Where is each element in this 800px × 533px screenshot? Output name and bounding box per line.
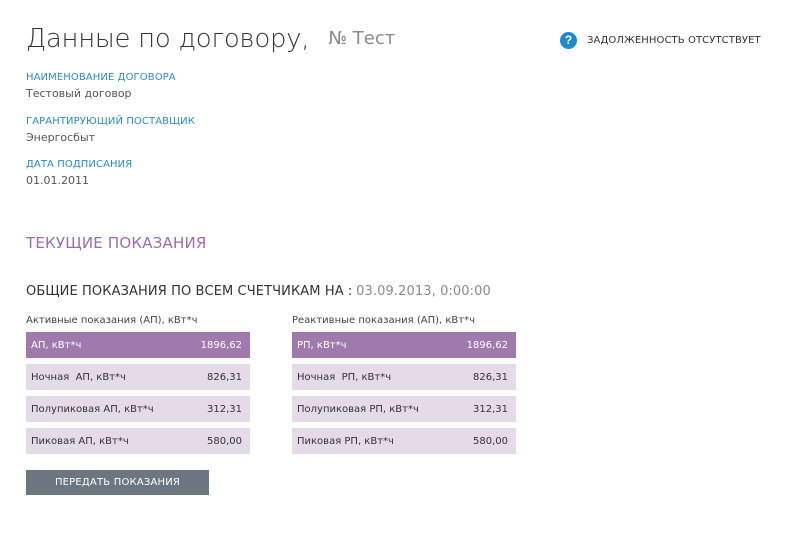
row-label: РП, кВт*ч — [297, 339, 347, 351]
row-label: Ночная АП, кВт*ч — [31, 371, 126, 383]
row-label: Пиковая РП, кВт*ч — [297, 435, 394, 447]
reactive-readings-title: Реактивные показания (АП), кВт*ч — [292, 315, 475, 326]
reactive-total-row: РП, кВт*ч 1896,62 — [292, 332, 516, 358]
reactive-night-row: Ночная РП, кВт*ч 826,31 — [292, 364, 516, 390]
row-label: Полупиковая АП, кВт*ч — [31, 403, 154, 415]
supplier-field: ГАРАНТИРУЮЩИЙ ПОСТАВЩИК Энергосбыт — [26, 115, 195, 144]
row-value: 312,31 — [207, 403, 242, 415]
active-semipeak-row: Полупиковая АП, кВт*ч 312,31 — [26, 396, 250, 422]
reactive-semipeak-row: Полупиковая РП, кВт*ч 312,31 — [292, 396, 516, 422]
row-value: 1896,62 — [200, 339, 242, 351]
reactive-readings-column: Реактивные показания (АП), кВт*ч РП, кВт… — [292, 315, 516, 460]
question-icon[interactable]: ? — [560, 32, 577, 49]
row-value: 312,31 — [473, 403, 508, 415]
row-label: Ночная РП, кВт*ч — [297, 371, 392, 383]
submit-readings-button[interactable]: ПЕРЕДАТЬ ПОКАЗАНИЯ — [26, 470, 209, 495]
row-label: Полупиковая РП, кВт*ч — [297, 403, 419, 415]
signing-date-label: ДАТА ПОДПИСАНИЯ — [26, 159, 133, 170]
debt-status: ? ЗАДОЛЖЕННОСТЬ ОТСУТСТВУЕТ — [560, 32, 761, 49]
row-label: АП, кВт*ч — [31, 339, 82, 351]
contract-name-field: НАИМЕНОВАНИЕ ДОГОВОРА Тестовый договор — [26, 71, 176, 100]
contract-name-label: НАИМЕНОВАНИЕ ДОГОВОРА — [26, 72, 176, 83]
supplier-value: Энергосбыт — [26, 131, 96, 144]
total-readings-separator: : — [347, 284, 353, 299]
row-value: 580,00 — [207, 435, 242, 447]
page-header: Данные по договору, № Тест — [26, 24, 395, 54]
page-title: Данные по договору, — [26, 24, 310, 54]
signing-date-value: 01.01.2011 — [26, 174, 89, 187]
active-night-row: Ночная АП, кВт*ч 826,31 — [26, 364, 250, 390]
debt-status-text: ЗАДОЛЖЕННОСТЬ ОТСУТСТВУЕТ — [587, 35, 761, 46]
reactive-peak-row: Пиковая РП, кВт*ч 580,00 — [292, 428, 516, 454]
row-value: 826,31 — [207, 371, 242, 383]
total-readings-date: 03.09.2013, 0:00:00 — [356, 284, 491, 299]
signing-date-field: ДАТА ПОДПИСАНИЯ 01.01.2011 — [26, 158, 132, 187]
total-readings-heading: ОБЩИЕ ПОКАЗАНИЯ ПО ВСЕМ СЧЕТЧИКАМ НА:03.… — [26, 284, 491, 299]
active-readings-title: Активные показания (АП), кВт*ч — [26, 315, 198, 326]
current-readings-heading: ТЕКУЩИЕ ПОКАЗАНИЯ — [26, 234, 207, 252]
row-value: 580,00 — [473, 435, 508, 447]
active-total-row: АП, кВт*ч 1896,62 — [26, 332, 250, 358]
active-peak-row: Пиковая АП, кВт*ч 580,00 — [26, 428, 250, 454]
total-readings-label: ОБЩИЕ ПОКАЗАНИЯ ПО ВСЕМ СЧЕТЧИКАМ НА — [26, 284, 344, 299]
contract-name-value: Тестовый договор — [26, 87, 132, 100]
row-value: 1896,62 — [466, 339, 508, 351]
supplier-label: ГАРАНТИРУЮЩИЙ ПОСТАВЩИК — [26, 116, 195, 127]
contract-number: № Тест — [328, 28, 396, 49]
active-readings-column: Активные показания (АП), кВт*ч АП, кВт*ч… — [26, 315, 250, 460]
row-value: 826,31 — [473, 371, 508, 383]
row-label: Пиковая АП, кВт*ч — [31, 435, 129, 447]
